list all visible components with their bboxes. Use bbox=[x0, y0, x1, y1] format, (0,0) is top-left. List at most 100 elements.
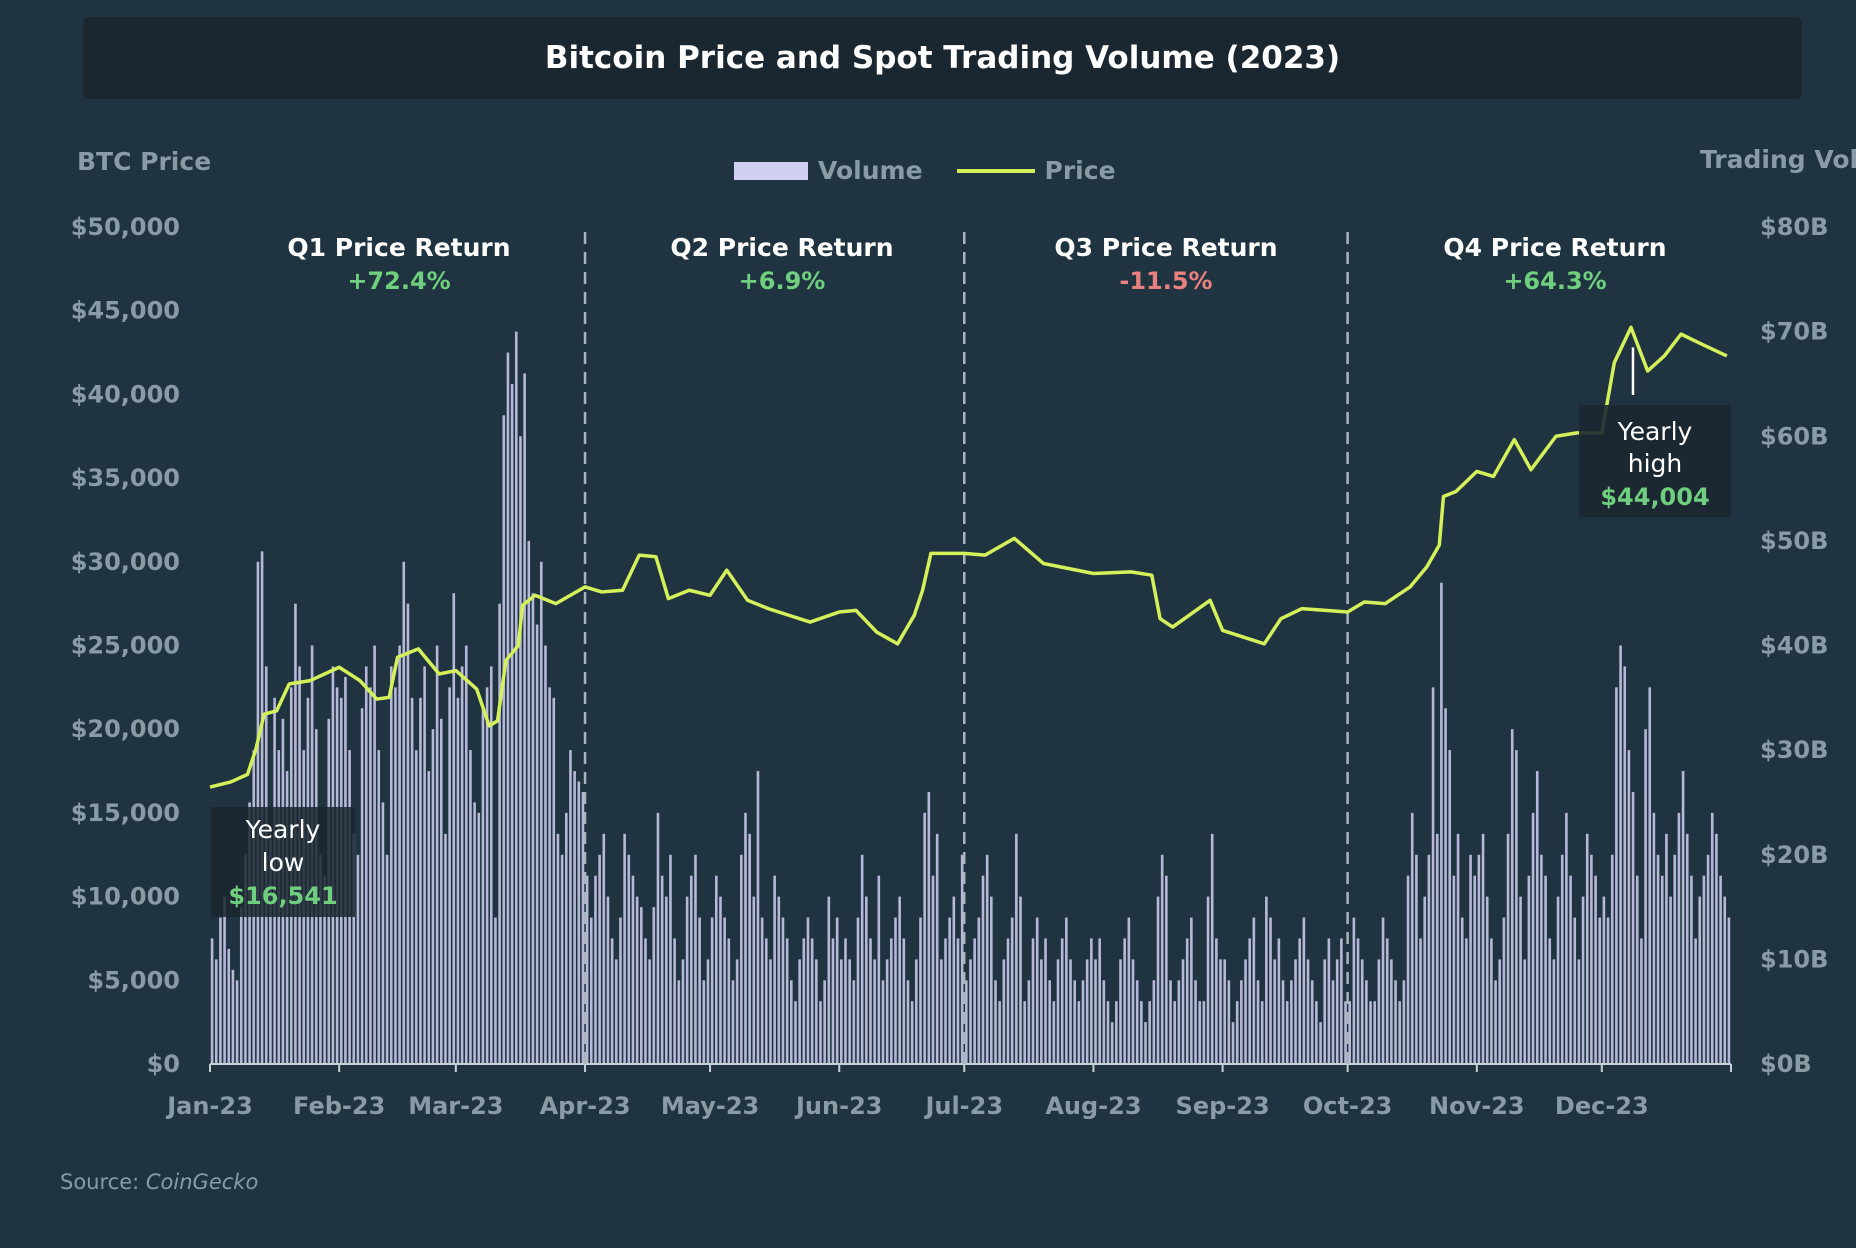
volume-bar bbox=[898, 896, 901, 1064]
volume-bar bbox=[1115, 1001, 1118, 1064]
volume-bar bbox=[598, 854, 601, 1064]
yearly-high-label-2: high bbox=[1628, 449, 1683, 478]
volume-bar bbox=[1690, 875, 1693, 1064]
quarter-label: Q1 Price Return bbox=[287, 233, 510, 262]
volume-bar bbox=[769, 959, 772, 1064]
volume-bar bbox=[1048, 980, 1051, 1064]
volume-bar bbox=[1015, 833, 1018, 1064]
volume-bar bbox=[1152, 980, 1156, 1064]
volume-bar bbox=[460, 666, 464, 1064]
volume-bar bbox=[356, 854, 360, 1064]
volume-bar bbox=[856, 917, 860, 1064]
quarter-label: Q3 Price Return bbox=[1054, 233, 1277, 262]
volume-bar bbox=[544, 645, 547, 1064]
y-right-tick-label: $40B bbox=[1760, 632, 1828, 660]
volume-bar bbox=[998, 1001, 1001, 1064]
volume-bar bbox=[919, 917, 922, 1064]
volume-bar bbox=[823, 980, 826, 1064]
volume-bar bbox=[510, 383, 514, 1064]
volume-bar bbox=[352, 833, 356, 1064]
volume-bar bbox=[589, 917, 593, 1064]
volume-bar bbox=[1377, 959, 1381, 1064]
volume-bar bbox=[1102, 980, 1106, 1064]
volume-bar bbox=[660, 875, 664, 1064]
volume-bar bbox=[527, 540, 531, 1064]
quarter-return: +6.9% bbox=[739, 267, 826, 295]
volume-bar bbox=[1481, 833, 1485, 1064]
volume-bar bbox=[594, 875, 597, 1064]
volume-bar bbox=[406, 603, 410, 1064]
volume-bar bbox=[1256, 980, 1260, 1064]
volume-bar bbox=[835, 917, 839, 1064]
volume-bar bbox=[1040, 959, 1043, 1064]
volume-bar bbox=[1623, 666, 1627, 1064]
volume-bar bbox=[1710, 812, 1714, 1064]
volume-bar bbox=[852, 980, 856, 1064]
y-left-tick-label: $40,000 bbox=[71, 380, 180, 408]
volume-bar bbox=[1590, 854, 1593, 1064]
volume-bar bbox=[573, 771, 576, 1064]
volume-bar bbox=[1327, 938, 1331, 1064]
volume-bar bbox=[706, 959, 710, 1064]
y-left-tick-label: $15,000 bbox=[71, 799, 180, 827]
volume-bar bbox=[548, 687, 551, 1064]
volume-bar bbox=[223, 896, 226, 1064]
volume-bar bbox=[1631, 791, 1635, 1064]
volume-bar bbox=[560, 854, 564, 1064]
volume-bar bbox=[1106, 1001, 1110, 1064]
volume-bar bbox=[1469, 854, 1472, 1064]
volume-bar bbox=[1127, 917, 1131, 1064]
volume-bar bbox=[1456, 833, 1460, 1064]
volume-bar bbox=[1169, 980, 1172, 1064]
volume-bar bbox=[502, 415, 506, 1064]
volume-bar bbox=[956, 938, 960, 1064]
volume-bar bbox=[535, 624, 539, 1064]
volume-bar bbox=[1231, 1022, 1235, 1064]
volume-bar bbox=[994, 980, 997, 1064]
volume-bar bbox=[727, 938, 731, 1064]
volume-bar bbox=[1540, 854, 1543, 1064]
volume-bar bbox=[1677, 812, 1681, 1064]
volume-bar bbox=[894, 917, 897, 1064]
volume-bar bbox=[656, 812, 660, 1064]
volume-bar bbox=[1506, 833, 1510, 1064]
volume-bar bbox=[806, 917, 810, 1064]
volume-bar bbox=[1452, 875, 1456, 1064]
volume-bar bbox=[877, 875, 881, 1064]
volume-bar bbox=[244, 854, 247, 1064]
volume-bar bbox=[1406, 875, 1410, 1064]
volume-bar bbox=[1402, 980, 1406, 1064]
volume-bar bbox=[1548, 938, 1552, 1064]
volume-bar bbox=[1044, 938, 1047, 1064]
x-tick-label: Dec-23 bbox=[1555, 1092, 1649, 1120]
volume-bar bbox=[1640, 938, 1643, 1064]
volume-bar bbox=[1285, 1001, 1289, 1064]
volume-bar bbox=[1673, 854, 1677, 1064]
volume-bar bbox=[1619, 645, 1622, 1064]
volume-bar bbox=[456, 697, 460, 1064]
volume-bar bbox=[935, 833, 939, 1064]
y-right-tick-label: $50B bbox=[1760, 527, 1828, 555]
volume-bar bbox=[1340, 938, 1343, 1064]
volume-bar bbox=[1498, 959, 1502, 1064]
volume-bar bbox=[1290, 980, 1293, 1064]
volume-bar bbox=[494, 917, 497, 1064]
volume-bar bbox=[519, 436, 522, 1064]
volume-bar bbox=[1002, 959, 1006, 1064]
volume-bar bbox=[1390, 959, 1393, 1064]
volume-bar bbox=[427, 771, 431, 1064]
volume-bar bbox=[1110, 1022, 1114, 1064]
volume-bar bbox=[731, 980, 735, 1064]
volume-bar bbox=[931, 875, 935, 1064]
volume-bar bbox=[1073, 980, 1076, 1064]
volume-bar bbox=[1031, 938, 1035, 1064]
volume-bar bbox=[1027, 980, 1031, 1064]
y-left-tick-label: $25,000 bbox=[71, 632, 180, 660]
volume-bar bbox=[235, 980, 239, 1064]
volume-bar bbox=[785, 938, 789, 1064]
volume-bar bbox=[269, 833, 272, 1064]
volume-bar bbox=[1527, 875, 1531, 1064]
volume-bar bbox=[1348, 1001, 1352, 1064]
volume-bar bbox=[685, 896, 689, 1064]
x-tick-label: Mar-23 bbox=[408, 1092, 503, 1120]
